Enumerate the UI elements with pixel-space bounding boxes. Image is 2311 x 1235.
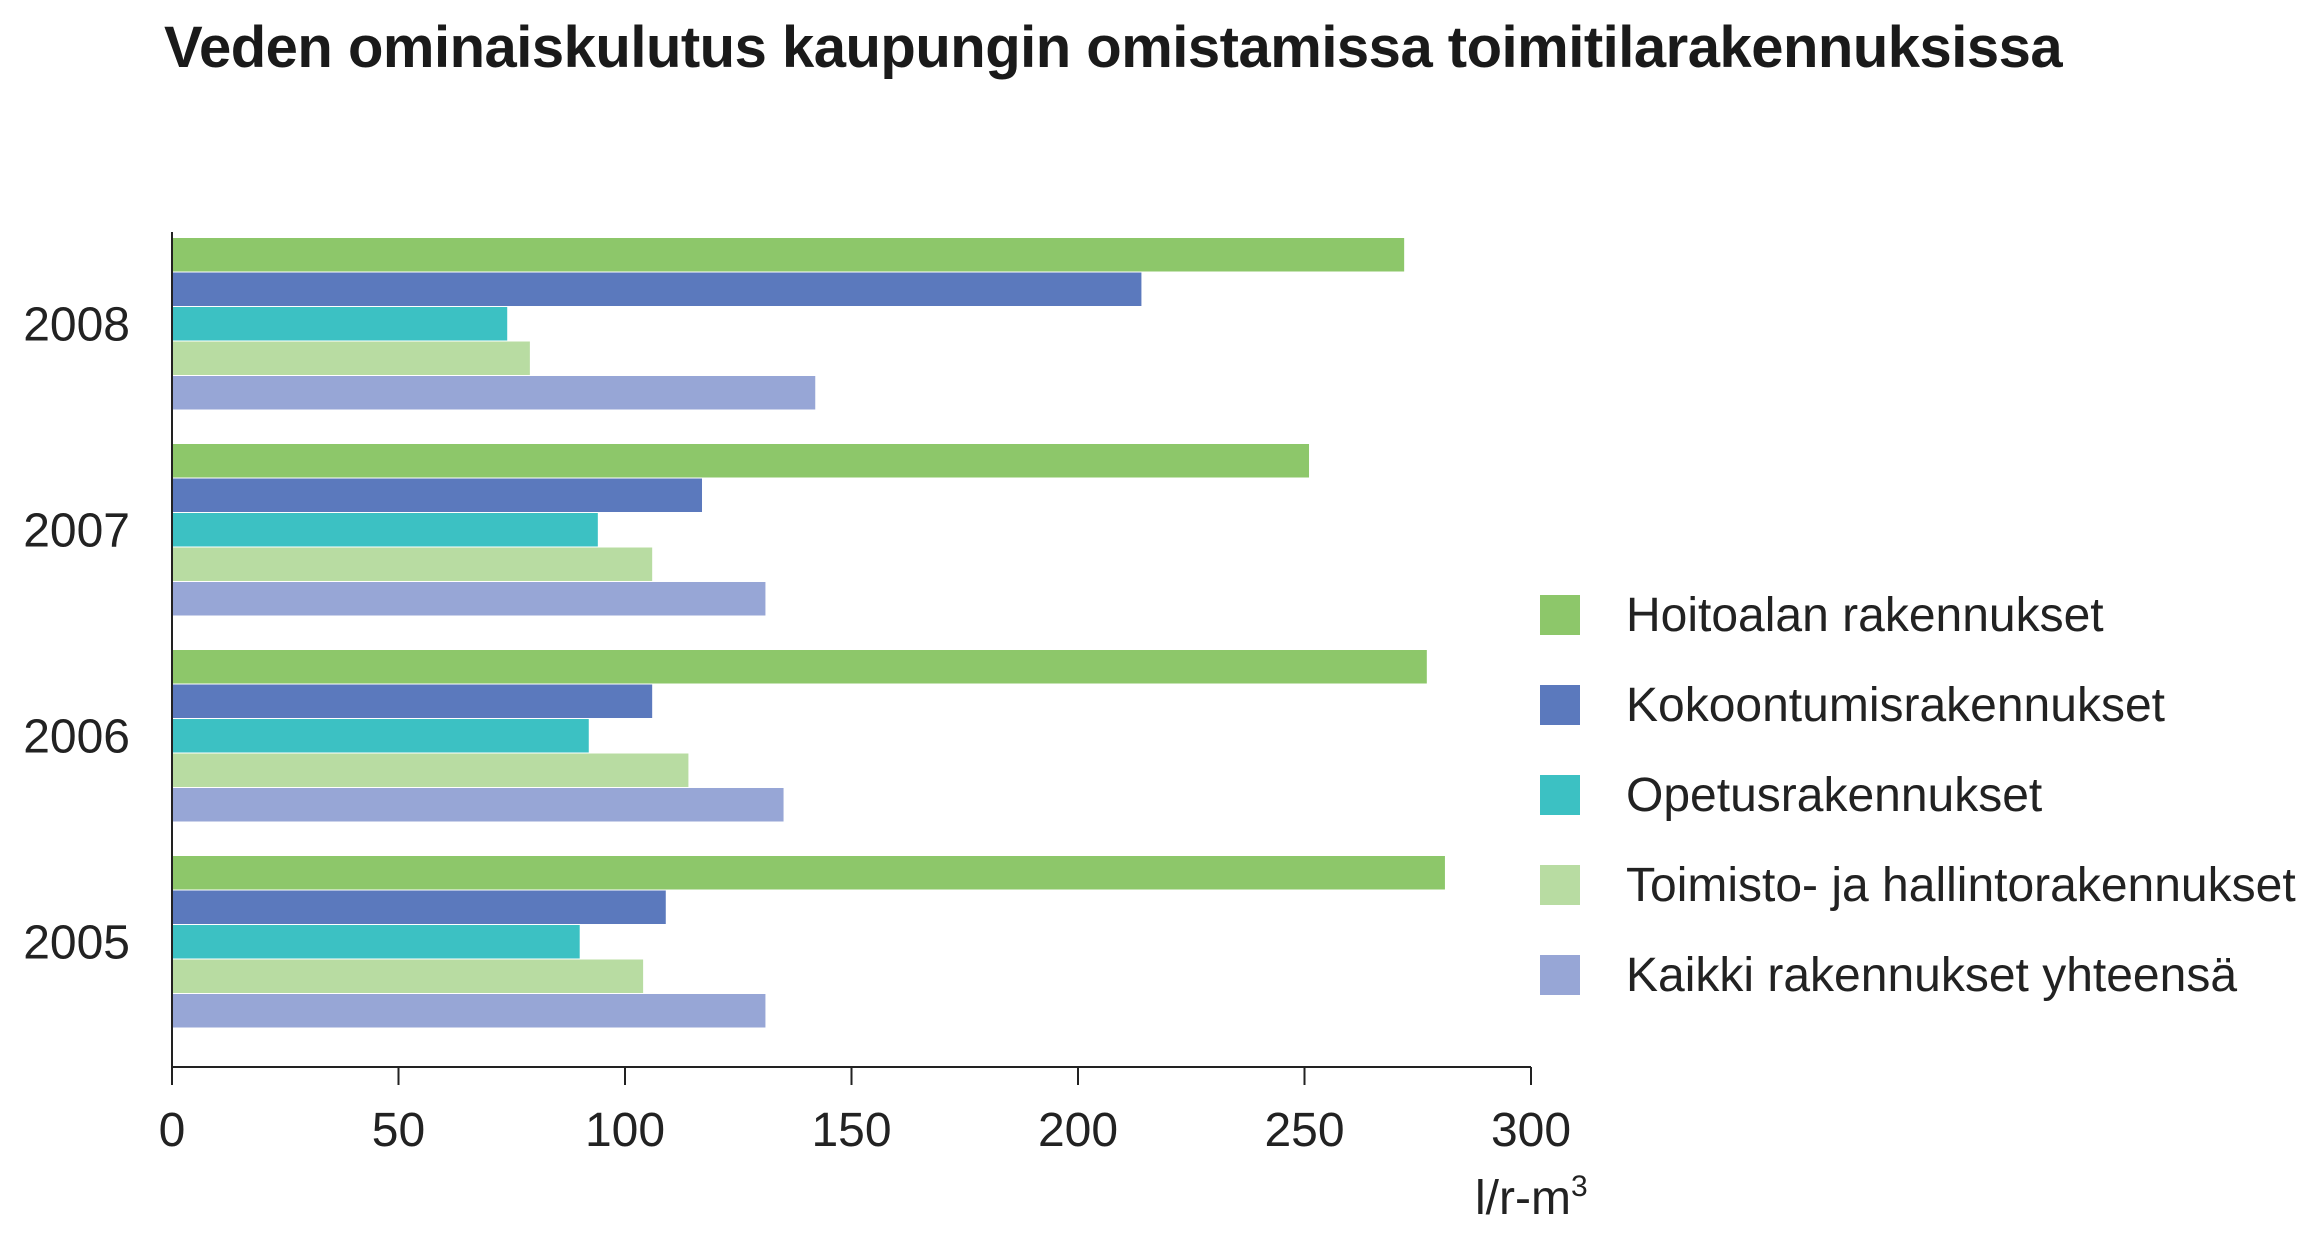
- bars-group: 2008 2007 2006 2005: [23, 238, 1445, 1028]
- legend-item: Kaikki rakennukset yhteensä: [1540, 930, 2296, 1020]
- y-tick-label: 2008: [23, 298, 130, 351]
- y-tick-label: 2005: [23, 916, 130, 969]
- bar-2005-3: [172, 925, 580, 959]
- legend-swatch: [1540, 865, 1580, 905]
- legend-label: Kaikki rakennukset yhteensä: [1626, 948, 2238, 1002]
- legend-label: Hoitoalan rakennukset: [1626, 588, 2104, 642]
- bar-2005-1: [172, 856, 1445, 890]
- bar-2005-5: [172, 994, 766, 1028]
- y-tick-label: 2006: [23, 710, 130, 763]
- bar-2008-4: [172, 341, 530, 375]
- x-axis-unit-label: l/r-m3: [1475, 1170, 1588, 1226]
- legend-swatch: [1540, 685, 1580, 725]
- bar-2006-3: [172, 719, 589, 753]
- bar-2007-5: [172, 582, 766, 616]
- y-tick-label: 2007: [23, 504, 130, 557]
- bar-2007-1: [172, 444, 1310, 478]
- legend-swatch: [1540, 955, 1580, 995]
- bar-2005-2: [172, 890, 666, 924]
- legend-item: Kokoontumisrakennukset: [1540, 660, 2296, 750]
- bar-2007-4: [172, 547, 653, 581]
- unit-sup: 3: [1570, 1170, 1588, 1203]
- axes-group: 0 50 100 150 200 250 300: [159, 232, 1571, 1157]
- bar-2006-5: [172, 788, 784, 822]
- bar-2007-3: [172, 513, 598, 547]
- legend-item: Hoitoalan rakennukset: [1540, 570, 2296, 660]
- bar-2008-1: [172, 238, 1405, 272]
- legend-item: Opetusrakennukset: [1540, 750, 2296, 840]
- x-tick-label: 50: [372, 1104, 425, 1157]
- bar-2005-4: [172, 959, 644, 993]
- x-tick-label: 200: [1038, 1104, 1118, 1157]
- bar-2008-5: [172, 376, 816, 410]
- legend-label: Opetusrakennukset: [1626, 768, 2043, 822]
- bar-2008-2: [172, 272, 1142, 306]
- x-tick-label: 100: [585, 1104, 665, 1157]
- x-tick-label: 0: [159, 1104, 186, 1157]
- bar-2006-4: [172, 753, 689, 787]
- bar-2006-2: [172, 684, 653, 718]
- bar-2007-2: [172, 478, 703, 512]
- legend-label: Toimisto- ja hallintorakennukset: [1626, 858, 2296, 912]
- legend: Hoitoalan rakennukset Kokoontumisrakennuk…: [1540, 570, 2296, 1020]
- x-tick-label: 150: [811, 1104, 891, 1157]
- x-tick-label: 250: [1264, 1104, 1344, 1157]
- bar-2006-1: [172, 650, 1427, 684]
- x-tick-label: 300: [1491, 1104, 1571, 1157]
- chart-title: Veden ominaiskulutus kaupungin omistamis…: [164, 15, 2063, 80]
- legend-swatch: [1540, 595, 1580, 635]
- bar-2008-3: [172, 307, 508, 341]
- legend-label: Kokoontumisrakennukset: [1626, 678, 2165, 732]
- legend-item: Toimisto- ja hallintorakennukset: [1540, 840, 2296, 930]
- unit-main: l/r-m: [1475, 1172, 1571, 1225]
- legend-swatch: [1540, 775, 1580, 815]
